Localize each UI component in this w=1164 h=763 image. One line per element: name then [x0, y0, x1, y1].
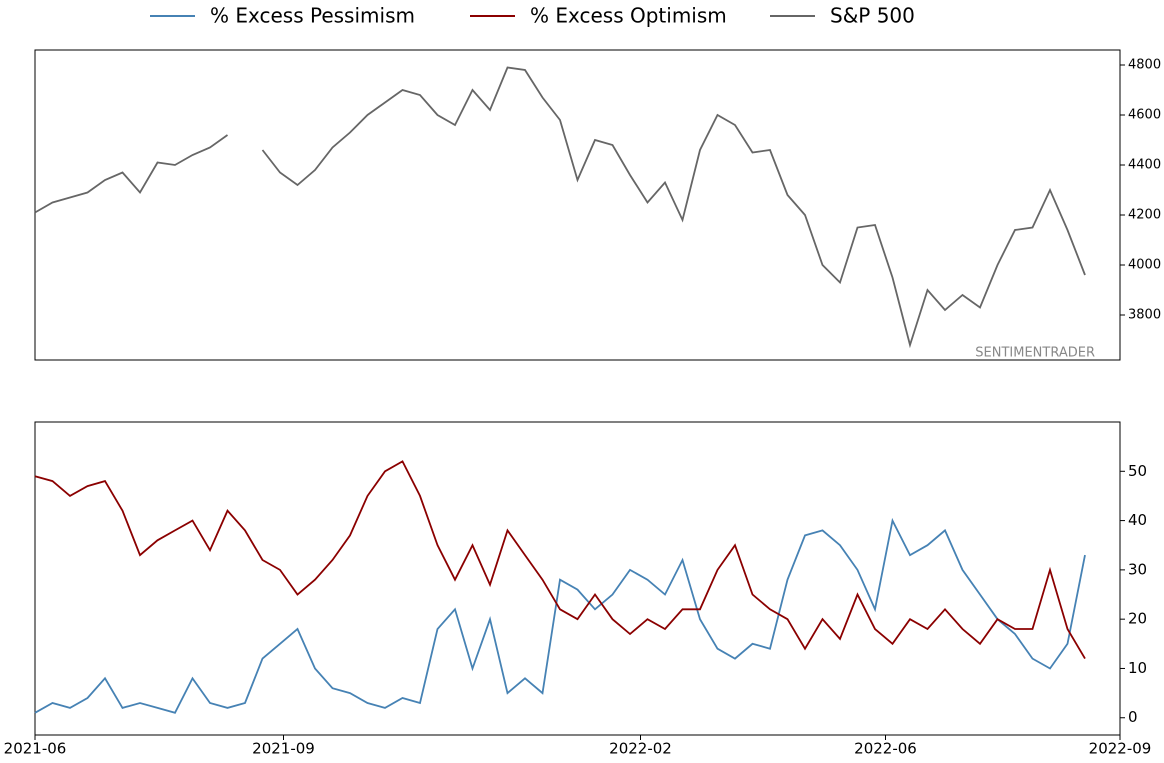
y-tick-label: 3800: [1128, 308, 1161, 323]
legend-label: % Excess Optimism: [530, 4, 727, 28]
y-tick-label: 0: [1128, 708, 1138, 726]
y-tick-label: 20: [1128, 610, 1147, 628]
x-tick-label: 2022-02: [609, 740, 672, 758]
top-frame: [34, 49, 1121, 361]
y-tick-label: 4600: [1128, 108, 1161, 123]
x-tick-label: 2021-09: [252, 740, 315, 758]
y-tick-label: 40: [1128, 511, 1147, 529]
x-tick-label: 2022-09: [1089, 740, 1152, 758]
y-tick-label: 4400: [1128, 158, 1161, 173]
y-tick-label: 10: [1128, 659, 1147, 677]
x-tick-label: 2021-06: [4, 740, 67, 758]
y-tick-label: 4800: [1128, 58, 1161, 73]
legend-label: % Excess Pessimism: [210, 4, 415, 28]
bottom-frame: [34, 421, 1121, 736]
y-tick-label: 4200: [1128, 208, 1161, 223]
series-line: [34, 66, 1086, 349]
series-line: [34, 517, 1086, 714]
legend-label: S&P 500: [830, 4, 915, 28]
y-tick-label: 50: [1128, 462, 1147, 480]
x-tick-label: 2022-06: [854, 740, 917, 758]
y-tick-label: 30: [1128, 560, 1147, 578]
series-line: [34, 460, 1086, 660]
watermark: SENTIMENTRADER: [975, 346, 1095, 361]
y-tick-label: 4000: [1128, 258, 1161, 273]
